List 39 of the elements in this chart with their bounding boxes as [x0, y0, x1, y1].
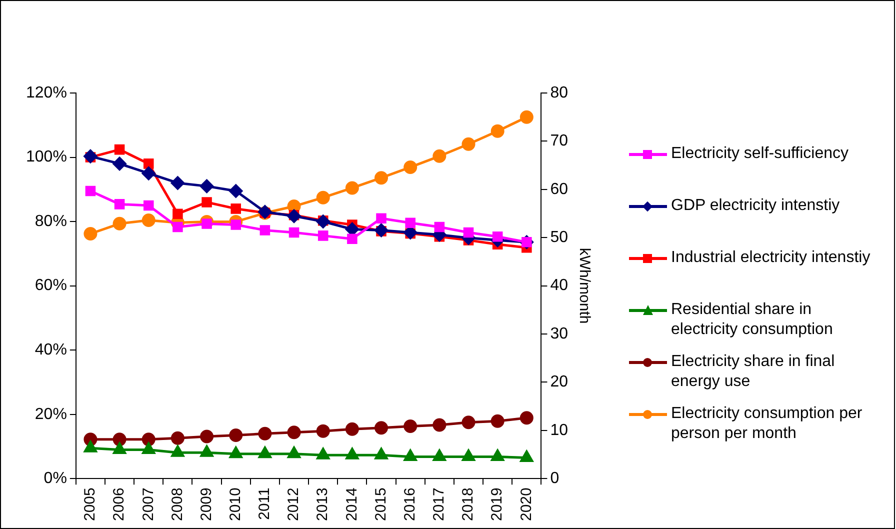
x-tick-label: 2009	[198, 488, 215, 522]
x-tick-label: 2018	[460, 488, 477, 522]
x-tick-label: 2006	[110, 488, 128, 522]
y-tick-label: 80%	[34, 212, 67, 230]
x-tick-label: 2015	[372, 488, 390, 522]
legend-label: GDP electricity intenstiy	[671, 196, 841, 216]
x-tick-label: 2011	[256, 488, 274, 520]
y2-tick-label: 60	[550, 180, 568, 198]
y2-tick-label: 10	[550, 422, 568, 439]
x-tick-label: 2008	[168, 488, 186, 522]
x-tick-label: 2016	[401, 488, 418, 522]
y-tick-label: 120%	[26, 84, 67, 102]
y-tick-label: 20%	[34, 406, 67, 423]
y2-axis-title: kWh/month	[576, 248, 593, 324]
legend-label: Electricity share in final energy use	[671, 352, 836, 392]
x-tick-label: 2005	[82, 488, 99, 522]
y2-tick-label: 80	[550, 84, 568, 102]
legend-label: Residential share in electricity consumption	[671, 300, 834, 340]
y2-tick-label: 20	[550, 374, 568, 391]
y2-tick-label: 40	[550, 277, 568, 294]
y2-tick-label: 0	[550, 470, 560, 488]
y2-tick-label: 70	[550, 132, 568, 150]
x-tick-label: 2010	[227, 488, 244, 522]
y-tick-label: 40%	[34, 341, 67, 358]
legend-label: Industrial electricity intenstiy	[671, 248, 871, 268]
x-tick-label: 2019	[488, 488, 506, 522]
x-tick-label: 2013	[314, 488, 332, 522]
y2-tick-label: 30	[550, 325, 568, 342]
x-tick-label: 2012	[285, 488, 302, 522]
y-tick-label: 0%	[44, 470, 67, 488]
x-tick-label: 2007	[140, 488, 157, 522]
x-tick-label: 2017	[430, 488, 448, 522]
x-tick-label: 2014	[343, 488, 360, 522]
legend-label: Electricity consumption per person per month	[671, 404, 864, 444]
x-tick-label: 2020	[518, 488, 535, 522]
y-tick-label: 60%	[34, 277, 67, 294]
legend-label: Electricity self-sufficiency	[671, 144, 850, 164]
y-tick-label: 100%	[26, 148, 67, 166]
y2-tick-label: 50	[550, 229, 568, 246]
